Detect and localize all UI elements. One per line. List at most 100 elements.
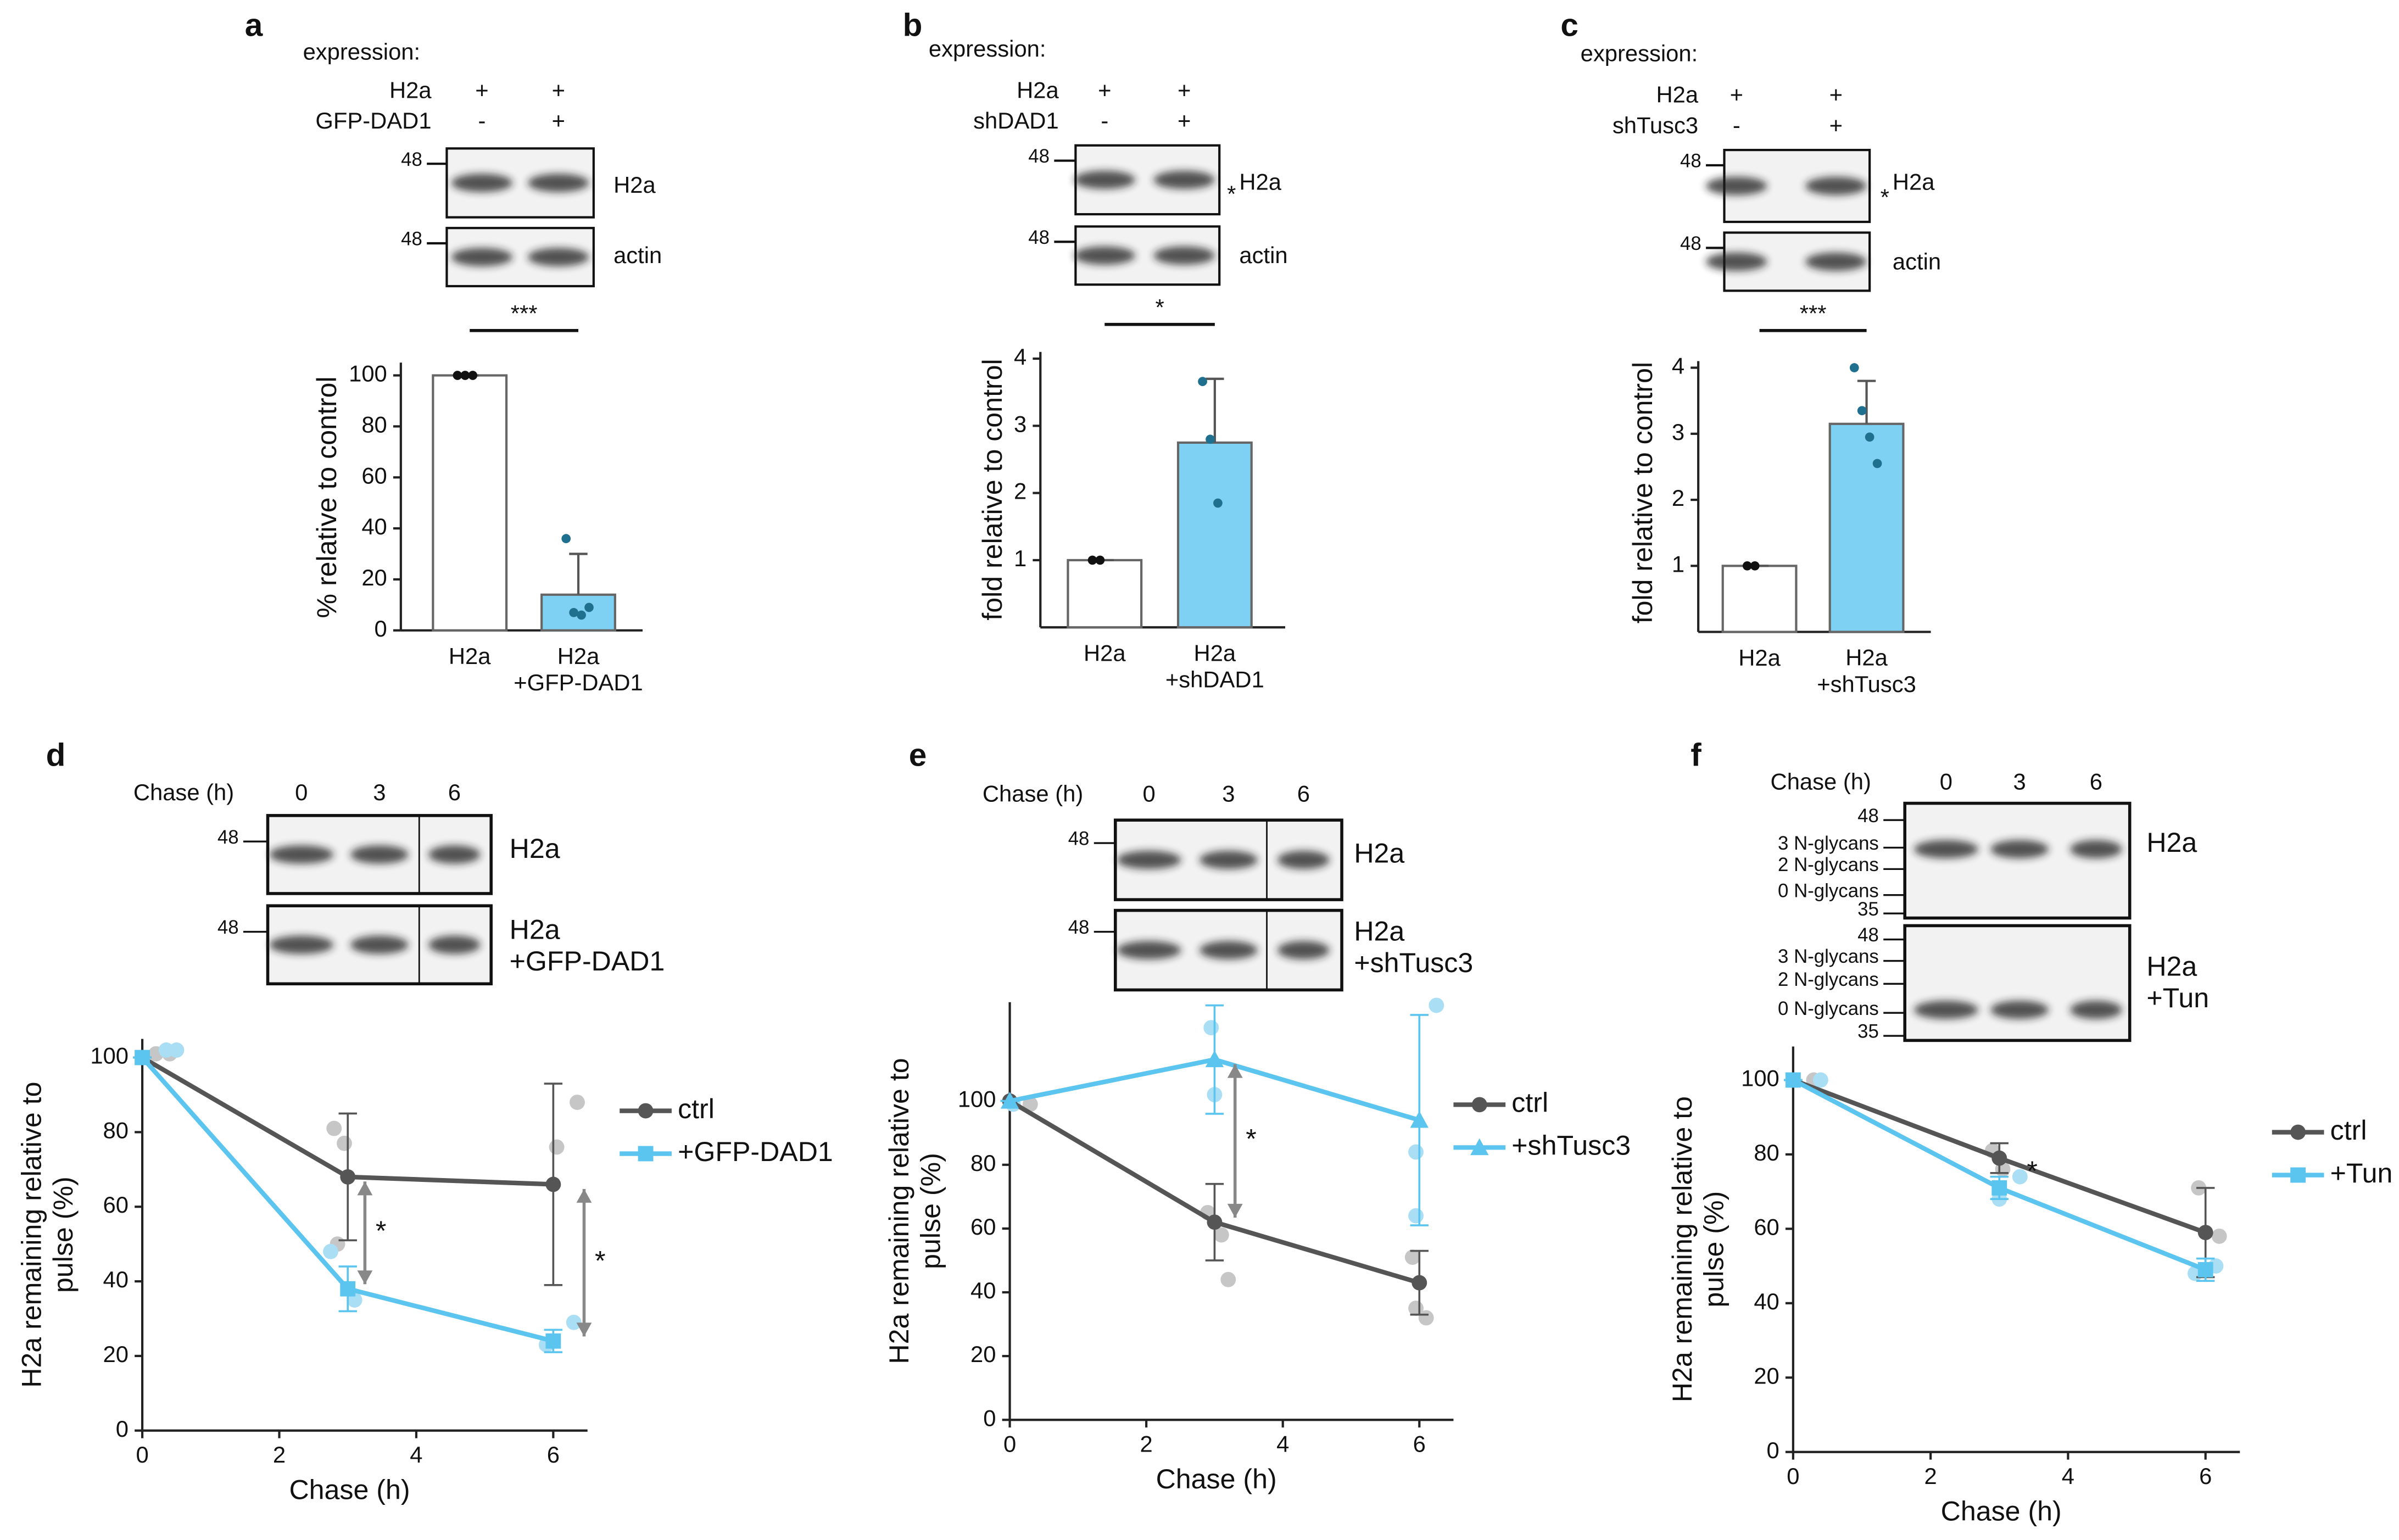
legend-label: ctrl — [2330, 1115, 2367, 1146]
band-label: H2a +shTusc3 — [1354, 916, 1473, 979]
blot-band — [1990, 840, 2049, 858]
y-tick-label: 20 — [970, 1341, 996, 1367]
replicate-point — [2012, 1169, 2028, 1185]
x-tick-label: H2a — [1084, 640, 1126, 666]
y-axis-label: fold relative to control — [977, 359, 1008, 620]
y-tick-label: 40 — [103, 1266, 129, 1292]
y-tick-label: 60 — [1754, 1214, 1779, 1240]
mw-marker: 48 — [217, 827, 239, 848]
bar — [1828, 422, 1905, 633]
mw-marker: 48 — [401, 228, 422, 250]
blot-band — [528, 248, 589, 266]
sig-label: * — [1246, 1124, 1257, 1154]
y-axis-label: H2a remaining relative topulse (%) — [16, 1082, 79, 1388]
y-tick-label: 0 — [983, 1405, 996, 1431]
replicate-point — [1872, 459, 1882, 468]
blot-band — [1074, 170, 1135, 189]
replicate-point — [1095, 555, 1105, 565]
blot-band — [2070, 1000, 2122, 1019]
row-sign: + — [1730, 82, 1743, 108]
bar — [1176, 441, 1253, 629]
y-axis-label: % relative to control — [311, 376, 342, 618]
band-note: * — [1881, 184, 1889, 210]
y-tick-label: 60 — [970, 1214, 996, 1240]
y-tick-label: 4 — [1014, 344, 1026, 370]
blot-band — [428, 935, 481, 954]
y-tick-label: 60 — [103, 1192, 129, 1218]
replicate-point — [2211, 1228, 2227, 1244]
x-tick-label: 4 — [2062, 1463, 2074, 1489]
mw-marker: 35 — [1857, 1021, 1879, 1042]
y-tick-label: 3 — [1014, 411, 1026, 437]
row-sign: + — [1178, 108, 1191, 133]
y-axis-label: H2a remaining relative topulse (%) — [884, 1058, 946, 1364]
mw-marker: 0 N-glycans — [1778, 998, 1879, 1019]
y-tick-label: 0 — [375, 616, 387, 641]
replicate-point — [337, 1135, 352, 1151]
data-point — [1205, 1050, 1224, 1068]
x-tick-label: 6 — [1413, 1431, 1426, 1457]
data-point — [545, 1333, 561, 1349]
replicate-point — [1742, 561, 1752, 571]
blot-band — [1200, 850, 1258, 869]
data-point — [545, 1176, 561, 1192]
replicate-point — [1213, 498, 1223, 508]
mw-marker: 35 — [1857, 899, 1879, 920]
row-sign: - — [1101, 108, 1108, 133]
mw-marker: 2 N-glycans — [1778, 969, 1879, 990]
mw-marker: 48 — [1857, 805, 1879, 827]
y-tick-label: 100 — [1741, 1065, 1779, 1091]
bar — [1721, 565, 1798, 633]
data-point — [1411, 1275, 1427, 1291]
band-label: actin — [613, 242, 662, 268]
blot-band — [1706, 176, 1767, 196]
panel-label: a — [245, 8, 263, 43]
blot-band — [1200, 941, 1258, 959]
y-tick-label: 80 — [361, 411, 387, 437]
x-tick-label: 4 — [410, 1442, 422, 1468]
blot-band — [1706, 252, 1767, 271]
mw-marker: 2 N-glycans — [1778, 854, 1879, 875]
blot-header: Chase (h) — [983, 781, 1083, 807]
y-tick-label: 80 — [103, 1117, 129, 1143]
replicate-point — [1220, 1271, 1236, 1287]
row-sign: + — [552, 108, 565, 133]
blot-band — [1153, 246, 1215, 265]
lane-label: 6 — [2090, 768, 2102, 794]
legend-label: ctrl — [1511, 1087, 1548, 1118]
mw-marker: 48 — [1068, 917, 1090, 938]
bar — [1067, 559, 1143, 629]
replicate-point — [1203, 1020, 1219, 1036]
x-tick-label: 0 — [136, 1442, 148, 1468]
y-tick-label: 40 — [970, 1277, 996, 1303]
y-tick-label: 40 — [361, 514, 387, 539]
arrow-head — [357, 1181, 373, 1196]
lane-label: 3 — [373, 779, 386, 805]
replicate-point — [1408, 1144, 1424, 1160]
blot-header: expression: — [303, 39, 421, 65]
x-tick-label: H2a — [1738, 645, 1781, 671]
row-sign: + — [1178, 77, 1191, 103]
band-label: H2a — [1239, 169, 1281, 194]
blot-band — [1117, 941, 1181, 959]
legend-label: +shTusc3 — [1511, 1130, 1631, 1161]
arrow-head — [1227, 1203, 1243, 1218]
lane-label: 6 — [1297, 781, 1310, 807]
replicate-point — [1849, 363, 1859, 372]
y-tick-label: 60 — [361, 462, 387, 488]
blot-band — [1913, 1000, 1978, 1019]
y-tick-label: 1 — [1672, 551, 1684, 577]
panel-label: f — [1691, 737, 1701, 773]
mw-marker: 48 — [1068, 828, 1090, 850]
sig-label: * — [376, 1215, 387, 1246]
y-tick-label: 0 — [1767, 1437, 1779, 1463]
y-tick-label: 3 — [1672, 419, 1684, 445]
data-point — [340, 1169, 356, 1185]
band-label: H2a — [613, 172, 656, 198]
replicate-point — [453, 371, 462, 380]
blot-band — [1153, 170, 1215, 189]
blot-band — [350, 935, 409, 954]
lane-label: 0 — [295, 779, 308, 805]
x-tick-label: 2 — [273, 1442, 286, 1468]
